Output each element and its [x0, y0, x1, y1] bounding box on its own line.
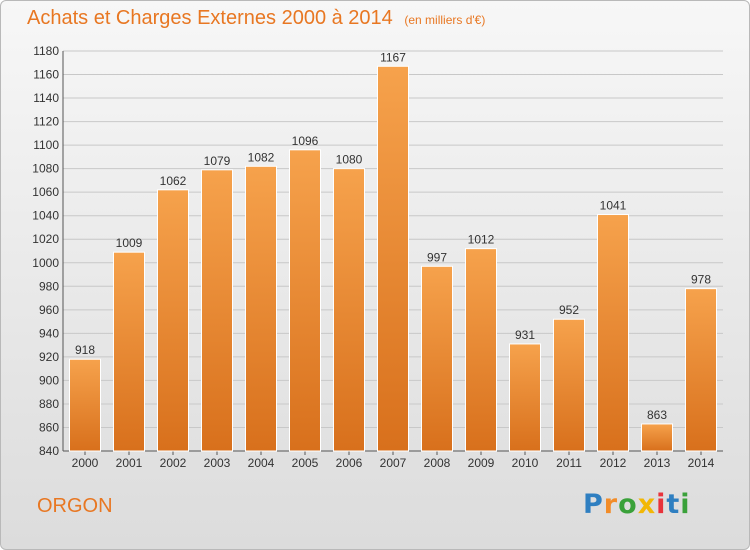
y-tick-label: 1000 — [32, 256, 59, 270]
value-label: 931 — [515, 328, 535, 342]
x-tick-label: 2008 — [424, 456, 451, 470]
x-tick-label: 2003 — [204, 456, 231, 470]
bar — [465, 248, 497, 452]
logo-letter: x — [637, 489, 657, 520]
proxiti-logo: Proxiti — [583, 489, 691, 520]
bar — [201, 169, 233, 452]
chart-title-text: Achats et Charges Externes 2000 à 2014 — [27, 7, 393, 29]
bar — [69, 358, 101, 452]
x-tick-label: 2001 — [116, 456, 143, 470]
bar — [245, 165, 277, 452]
logo-letter: t — [666, 489, 681, 520]
value-label: 1096 — [292, 134, 319, 148]
value-labels: 918 1009 1062 1079 1082 1096 1080 1167 997 1012 93… — [75, 50, 711, 422]
value-label: 1082 — [248, 150, 275, 164]
bar — [377, 65, 409, 452]
x-tick-label: 2011 — [556, 456, 582, 470]
y-tick-label: 840 — [39, 444, 59, 458]
value-label: 1009 — [116, 236, 143, 250]
commune-name: ORGON — [37, 495, 113, 517]
bar — [421, 265, 453, 452]
y-tick-label: 940 — [39, 326, 59, 340]
x-tick-labels: 2000 2001 2002 2003 2004 2005 2006 2007 2008 2009… — [72, 456, 715, 470]
y-tick-label: 920 — [39, 350, 59, 364]
logo-letter: r — [603, 489, 619, 520]
y-tick-label: 1020 — [32, 232, 59, 246]
x-tick-label: 2006 — [336, 456, 363, 470]
y-tick-labels: 840 860 880 900 920 940 960 980 1000 1020 1040 1060… — [32, 44, 59, 458]
x-tick-label: 2012 — [600, 456, 627, 470]
y-tick-label: 960 — [39, 303, 59, 317]
x-tick-label: 2004 — [248, 456, 275, 470]
bar — [333, 168, 365, 452]
value-label: 1041 — [600, 199, 627, 213]
y-tick-label: 1120 — [33, 115, 59, 129]
y-tick-label: 1180 — [33, 44, 59, 58]
logo-letter: o — [618, 489, 638, 520]
y-tick-label: 1160 — [33, 68, 59, 82]
value-label: 1080 — [336, 153, 363, 167]
y-tick-label: 1100 — [33, 138, 59, 152]
x-tick-label: 2005 — [292, 456, 319, 470]
y-tick-label: 980 — [39, 279, 59, 293]
chart-title: Achats et Charges Externes 2000 à 2014 (… — [27, 7, 485, 30]
y-tick-label: 1040 — [32, 209, 59, 223]
value-label: 863 — [647, 408, 667, 422]
bar — [157, 189, 189, 452]
value-label: 978 — [691, 273, 711, 287]
value-label: 1012 — [468, 233, 495, 247]
value-label: 952 — [559, 303, 579, 317]
y-tick-label: 900 — [39, 373, 59, 387]
y-tick-label: 1060 — [32, 185, 59, 199]
value-label: 1079 — [204, 154, 231, 168]
x-tick-label: 2013 — [644, 456, 671, 470]
value-label: 1167 — [380, 50, 406, 64]
bar — [289, 149, 321, 452]
y-tick-label: 1080 — [32, 162, 59, 176]
x-tick-label: 2009 — [468, 456, 495, 470]
x-tick-label: 2007 — [380, 456, 407, 470]
logo-letter: i — [656, 489, 667, 520]
logo-letter: i — [680, 489, 691, 520]
bar — [641, 423, 673, 452]
y-tick-label: 860 — [39, 420, 59, 434]
value-label: 997 — [427, 250, 447, 264]
bar — [553, 318, 585, 452]
value-label: 918 — [75, 343, 95, 357]
x-tick-label: 2014 — [688, 456, 715, 470]
y-tick-label: 880 — [39, 397, 59, 411]
y-tick-label: 1140 — [33, 91, 59, 105]
chart-subtitle: (en milliers d'€) — [404, 13, 486, 27]
value-label: 1062 — [160, 174, 187, 188]
bar — [597, 214, 629, 452]
bar — [113, 251, 145, 452]
x-tick-label: 2000 — [72, 456, 99, 470]
bars — [69, 65, 717, 452]
bar — [685, 288, 717, 452]
x-tick-label: 2010 — [512, 456, 539, 470]
x-tick-label: 2002 — [160, 456, 187, 470]
logo-letter: P — [583, 489, 604, 520]
bar — [509, 343, 541, 452]
